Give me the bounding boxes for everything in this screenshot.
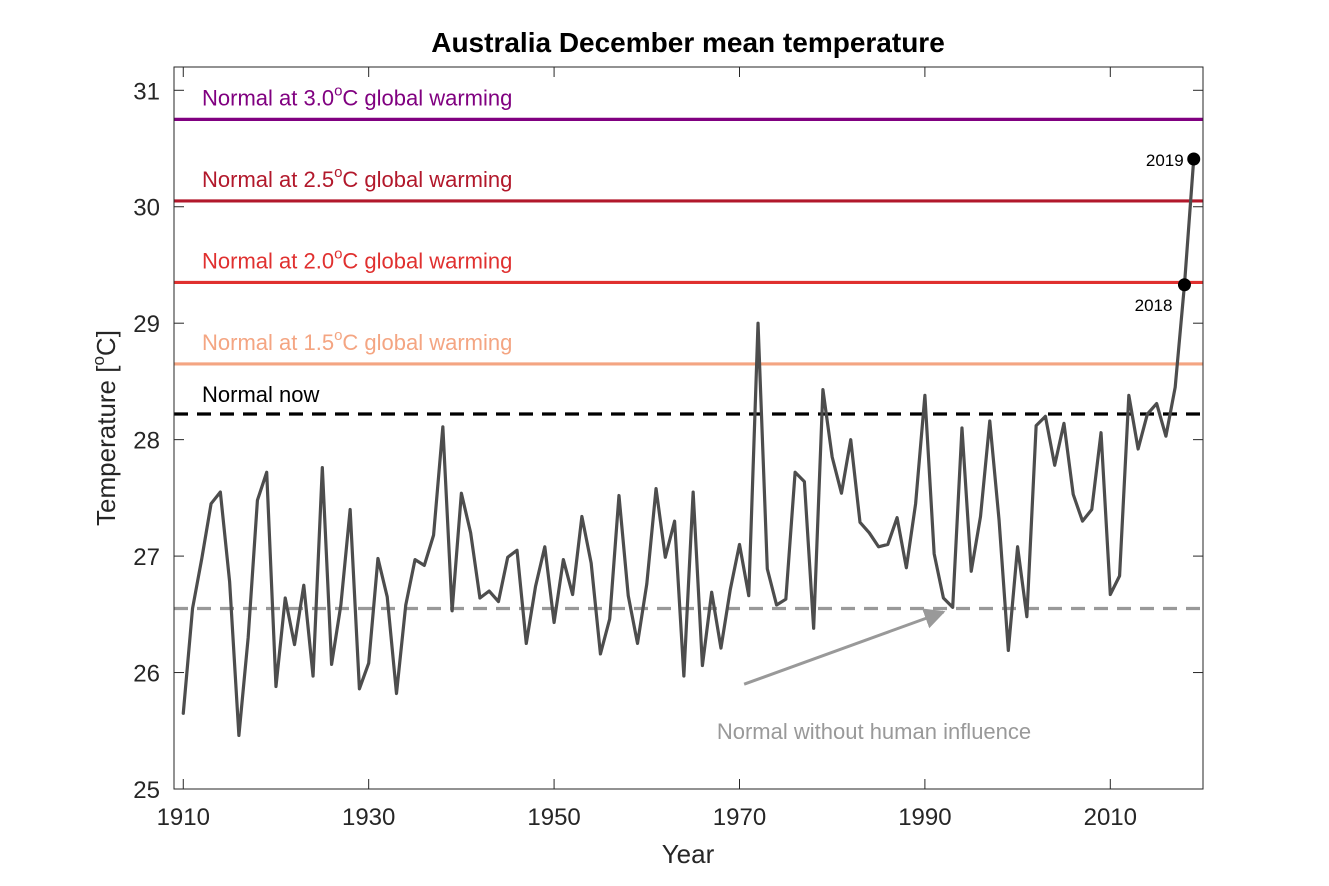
x-axis-label: Year xyxy=(662,839,715,869)
y-tick-label-30: 30 xyxy=(133,195,160,222)
chart-title: Australia December mean temperature xyxy=(431,27,945,58)
highlight-label-2018: 2018 xyxy=(1135,296,1173,315)
y-axis-label-sup: o xyxy=(89,356,108,365)
axis-ticks: 1910 1930 1950 1970 1990 2010 25 26 27 28 29 30 31 xyxy=(133,67,1203,831)
y-tick-label-29: 29 xyxy=(133,311,160,338)
arrow-annotation-line xyxy=(743,608,946,686)
reference-line-label-0: Normal at 3.0oC global warming xyxy=(202,82,512,110)
series-layer xyxy=(181,157,1196,738)
highlight-label-2019: 2019 xyxy=(1146,151,1184,170)
x-tick-label-1930: 1930 xyxy=(342,804,395,831)
y-axis-label-main: Temperature [ xyxy=(91,365,121,526)
arrow-annotation-label: Normal without human influence xyxy=(717,719,1031,744)
x-tick-label-2010: 2010 xyxy=(1084,804,1137,831)
y-tick-label-27: 27 xyxy=(133,544,160,571)
y-tick-label-26: 26 xyxy=(133,661,160,688)
series-line-0 xyxy=(181,157,1196,738)
x-tick-label-1970: 1970 xyxy=(713,804,766,831)
y-tick-label-25: 25 xyxy=(133,777,160,804)
annotations: 2019 2018 Normal without human influence xyxy=(717,151,1201,744)
y-tick-label-28: 28 xyxy=(133,428,160,455)
highlight-point-2018 xyxy=(1177,278,1191,292)
x-tick-label-1990: 1990 xyxy=(898,804,951,831)
highlight-point-2019 xyxy=(1187,152,1201,166)
y-axis-label-end: C] xyxy=(91,330,121,356)
x-tick-label-1910: 1910 xyxy=(157,804,210,831)
reference-line-label-4: Normal now xyxy=(202,382,319,407)
reference-line-label-3: Normal at 1.5oC global warming xyxy=(202,327,512,355)
x-tick-label-1950: 1950 xyxy=(527,804,580,831)
reference-line-label-2: Normal at 2.0oC global warming xyxy=(202,245,512,273)
plot-frame xyxy=(173,66,1204,790)
reference-line-label-1: Normal at 2.5oC global warming xyxy=(202,164,512,192)
y-axis-label: Temperature [oC] xyxy=(89,330,121,526)
y-tick-label-31: 31 xyxy=(133,78,160,105)
reference-lines: Normal at 3.0oC global warming Normal at … xyxy=(174,82,1203,611)
